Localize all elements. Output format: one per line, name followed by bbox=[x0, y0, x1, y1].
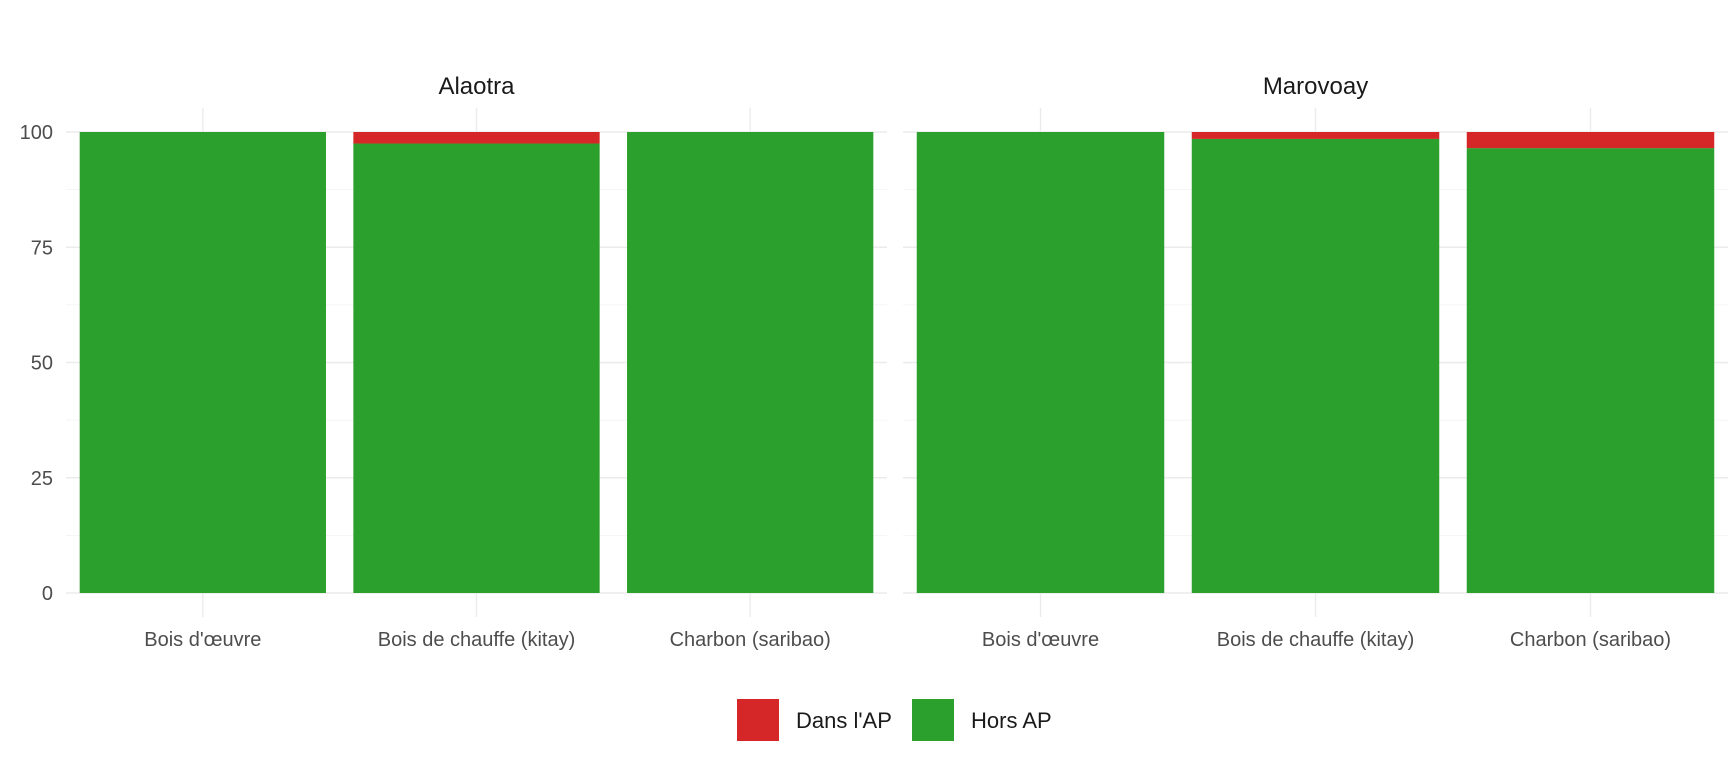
bar-segment bbox=[1466, 132, 1715, 149]
x-tick-label: Charbon (saribao) bbox=[670, 629, 831, 651]
bar-segment bbox=[1191, 132, 1440, 139]
legend-label: Hors AP bbox=[971, 708, 1052, 733]
facet-title: Alaotra bbox=[438, 73, 515, 100]
y-tick-label: 50 bbox=[31, 353, 53, 375]
x-tick-label: Bois d'œuvre bbox=[144, 629, 261, 651]
bar-segment bbox=[1466, 148, 1715, 593]
x-tick-label: Bois d'œuvre bbox=[982, 629, 1099, 651]
legend-label: Dans l'AP bbox=[796, 708, 892, 733]
y-tick-label: 25 bbox=[31, 468, 53, 490]
bar-segment bbox=[627, 132, 874, 593]
legend-key bbox=[737, 699, 779, 741]
bar-segment bbox=[916, 132, 1165, 593]
x-tick-label: Bois de chauffe (kitay) bbox=[1217, 629, 1415, 651]
y-tick-label: 100 bbox=[20, 122, 53, 144]
facet-title: Marovoay bbox=[1263, 73, 1368, 100]
bar-segment bbox=[1191, 138, 1440, 594]
y-tick-label: 75 bbox=[31, 237, 53, 259]
bar-segment bbox=[353, 132, 600, 144]
legend-key bbox=[912, 699, 954, 741]
x-tick-label: Bois de chauffe (kitay) bbox=[378, 629, 576, 651]
bar-segment bbox=[79, 132, 326, 593]
x-tick-label: Charbon (saribao) bbox=[1510, 629, 1671, 651]
y-tick-label: 0 bbox=[42, 583, 53, 605]
bar-segment bbox=[353, 143, 600, 593]
